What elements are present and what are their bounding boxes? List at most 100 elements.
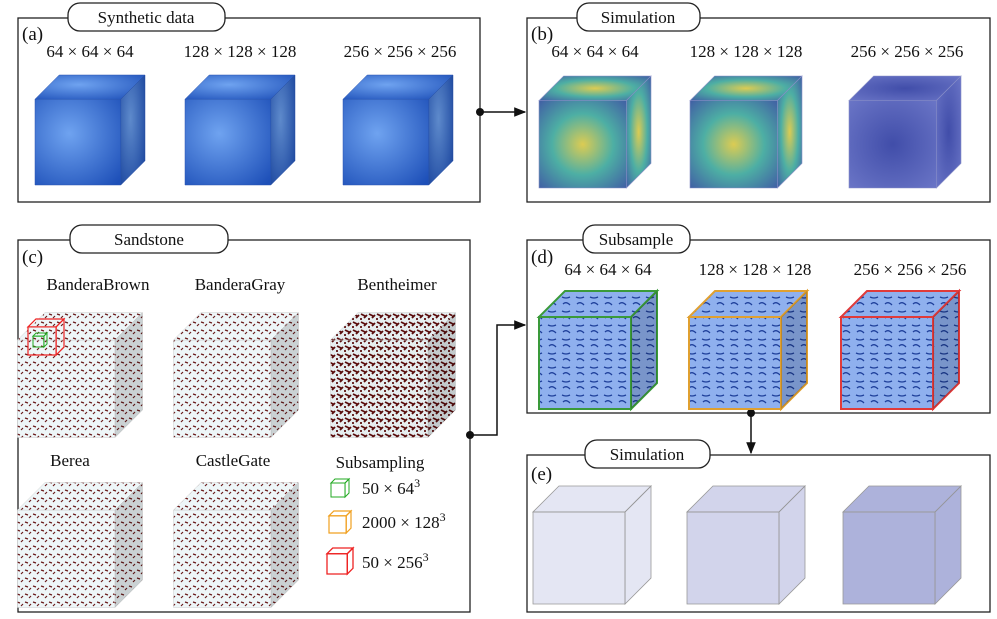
cube-face <box>43 331 48 349</box>
panel-e: Simulation (e) <box>526 439 991 613</box>
cube-face <box>626 75 652 189</box>
arrow <box>470 320 527 436</box>
item-label: 128 × 128 × 128 <box>184 42 297 61</box>
panel-title: Simulation <box>601 8 676 27</box>
cube-face <box>624 485 652 605</box>
panel-d: Subsample (d) 64 × 64 × 64 128 × 128 × 1… <box>526 224 991 414</box>
legend-entry: 50 × 643 <box>362 476 420 498</box>
panel-title: Sandstone <box>114 230 184 249</box>
sample-label: Bentheimer <box>357 275 437 294</box>
panel-tag: (c) <box>22 247 43 268</box>
cube-face <box>173 509 272 608</box>
item-label: 64 × 64 × 64 <box>46 42 134 61</box>
item-label: 128 × 128 × 128 <box>690 42 803 61</box>
arrows <box>466 107 756 455</box>
panel-tab <box>69 224 229 254</box>
cube-face <box>842 511 936 605</box>
item-label: 256 × 256 × 256 <box>851 42 964 61</box>
panel-tag: (b) <box>531 24 553 45</box>
legend-exponent: 3 <box>423 550 429 564</box>
cube-face <box>114 481 143 609</box>
panel-title: Simulation <box>610 445 685 464</box>
cube-face <box>270 75 295 185</box>
panel-box <box>526 239 991 414</box>
cube-face <box>689 100 778 189</box>
cube-face <box>538 315 633 410</box>
cube-face <box>271 482 299 608</box>
cube-face <box>532 511 626 605</box>
legend-exponent: 3 <box>440 510 446 524</box>
panel-tag: (a) <box>22 24 43 45</box>
panel-tab <box>576 2 701 32</box>
legend-title: Subsampling <box>336 453 425 472</box>
cube-face <box>346 546 354 576</box>
cube-face <box>778 485 806 605</box>
panel-tab <box>67 2 226 32</box>
cube-face <box>114 311 143 439</box>
legend-exponent: 3 <box>414 476 420 490</box>
item-label: 128 × 128 × 128 <box>699 260 812 279</box>
cube-face <box>934 485 962 605</box>
legend-text: 50 × 256 <box>362 553 423 572</box>
cube-face <box>686 511 780 605</box>
sample-label: CastleGate <box>196 451 271 470</box>
cube-face <box>325 547 355 555</box>
item-label: 256 × 256 × 256 <box>854 260 967 279</box>
cube-face <box>780 288 808 412</box>
legend-text: 2000 × 128 <box>362 513 440 532</box>
cube-face <box>115 312 143 438</box>
panel-c: Sandstone (c) BanderaBrown BanderaGray B… <box>17 224 471 613</box>
legend-entry: 50 × 2563 <box>362 550 429 572</box>
cube-face <box>184 98 272 186</box>
cube-face <box>781 291 807 409</box>
panel-tag: (e) <box>531 464 552 485</box>
sample-label: Berea <box>50 451 90 470</box>
cube-face <box>330 339 429 438</box>
cube-face <box>328 515 347 534</box>
sample-label: BanderaBrown <box>47 275 150 294</box>
panel-b: Simulation (b) 64 × 64 × 64 128 × 128 × … <box>526 2 991 203</box>
cube-face <box>342 98 430 186</box>
item-label: 256 × 256 × 256 <box>344 42 457 61</box>
cube-face <box>270 74 296 186</box>
cube-face <box>932 288 960 412</box>
cube-face <box>55 317 65 357</box>
cube-face <box>17 509 116 608</box>
panel-tag: (d) <box>531 247 553 268</box>
cube-face <box>120 74 146 186</box>
cube-face <box>936 75 962 189</box>
cube-face <box>630 288 658 412</box>
cube-face <box>427 311 456 439</box>
cube-face <box>326 553 348 575</box>
cube-face <box>428 312 456 438</box>
legend-entry: 2000 × 1283 <box>362 510 446 532</box>
cube-face <box>173 339 272 438</box>
cube-face <box>688 315 783 410</box>
sample-label: BanderaGray <box>195 275 286 294</box>
panel-box <box>526 454 991 613</box>
cube-face <box>428 74 454 186</box>
cube-face <box>840 315 935 410</box>
cube-face <box>120 75 145 185</box>
cube-face <box>848 100 937 189</box>
cube-face <box>344 477 350 499</box>
cube-face <box>270 311 299 439</box>
cube-face <box>345 509 352 535</box>
panel-tab <box>584 439 711 469</box>
cube-face <box>270 481 299 609</box>
cube-face <box>115 482 143 608</box>
cube-face <box>933 291 959 409</box>
cube-face <box>271 312 299 438</box>
cube-face <box>631 291 657 409</box>
panel-box <box>526 17 991 203</box>
cube-face <box>777 75 803 189</box>
cube-face <box>538 100 627 189</box>
cube-face <box>330 482 346 498</box>
legend-text: 50 × 64 <box>362 479 415 498</box>
cube-face <box>428 75 453 185</box>
panel-title: Synthetic data <box>98 8 195 27</box>
panel-title: Subsample <box>599 230 674 249</box>
cube-renders <box>16 74 962 609</box>
cube-face <box>34 98 122 186</box>
